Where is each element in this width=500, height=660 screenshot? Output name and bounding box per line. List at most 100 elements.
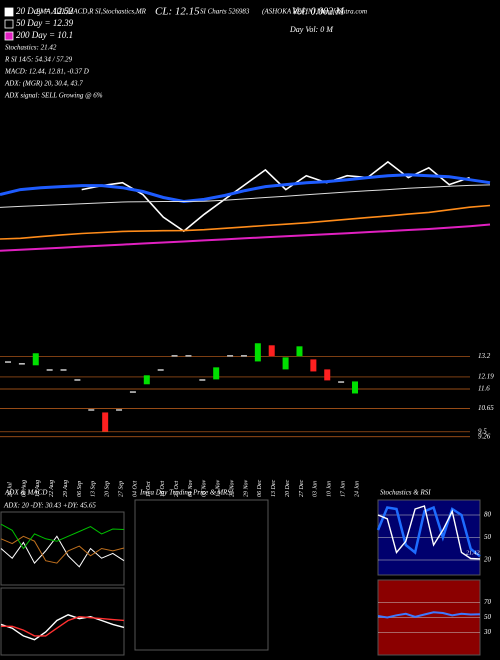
candle-body: [199, 379, 206, 381]
candle-body: [254, 343, 261, 362]
x-tick-label: 27 Sep: [118, 481, 124, 497]
legend-label: 50 Day = 12.39: [16, 18, 74, 28]
series-line: [0, 173, 491, 204]
legend-swatch: [4, 19, 14, 29]
series-line: [0, 535, 125, 564]
annotation: (ASHOKA REFIN) MunafaSutra.com: [262, 8, 367, 16]
panel: [134, 499, 269, 651]
legend-swatch: [4, 7, 14, 17]
panel-title: Intra Day Trading Price & MRSI: [139, 489, 234, 497]
x-tick-label: 25 Oct: [174, 481, 180, 497]
candle-body: [60, 369, 67, 371]
series-line: [0, 614, 125, 641]
candle-body: [324, 369, 331, 381]
x-tick-label: 17 Jan: [340, 481, 346, 497]
series-line: [376, 505, 481, 558]
x-tick-label: 18 Oct: [160, 481, 166, 497]
x-tick-label: 22 Nov: [229, 479, 235, 497]
candle-body: [227, 355, 234, 357]
series-line: [377, 611, 481, 619]
series-line: [0, 523, 125, 550]
series-line: [377, 505, 481, 560]
panel-title: Stochastics & RSI: [380, 489, 431, 497]
x-tick-label: 08 Nov: [202, 479, 208, 497]
annotation: Day Vol: 0 M: [289, 25, 334, 34]
annotation: MACD: 12.44, 12.81, -0.37 D: [4, 68, 89, 76]
y-tick-label: 13.2: [478, 352, 491, 360]
y-tick-label: 30: [483, 628, 492, 636]
y-tick-label: 12.19: [478, 373, 494, 381]
candle-body: [74, 379, 81, 381]
last-value-label: 21.42: [466, 549, 480, 556]
annotation: ADX: (MGR) 20, 30.4, 43.7: [4, 80, 83, 88]
legend-label: 200 Day = 10.1: [16, 30, 73, 40]
series-line: [0, 535, 125, 568]
x-tick-label: 06 Sep: [77, 481, 83, 497]
x-tick-label: 06 Dec: [257, 480, 263, 497]
series-line: [0, 204, 491, 240]
x-tick-label: 04 Oct: [131, 481, 138, 497]
candle-body: [102, 412, 109, 432]
x-tick-label: 10 Jan: [327, 481, 333, 497]
candle-body: [296, 346, 303, 357]
x-tick-label: 24 Jan: [353, 481, 360, 497]
candle-body: [171, 355, 178, 357]
candle-body: [143, 375, 150, 385]
x-tick-label: 29 Nov: [243, 479, 249, 497]
legend-swatch: [4, 31, 14, 41]
series-line: [0, 184, 491, 208]
y-tick-label: 10.65: [478, 404, 494, 412]
panel: [0, 587, 125, 656]
annotation: SI Charts 526983: [200, 8, 250, 16]
candle-body: [282, 357, 289, 370]
annotation: EMA,ADX,MACD,R: [35, 8, 94, 16]
candle-body: [18, 363, 25, 365]
y-tick-label: 50: [484, 613, 492, 621]
annotation: ADX signal: SELL Growing @ 6%: [4, 92, 103, 100]
series-line: [0, 223, 491, 252]
candle-body: [88, 409, 95, 411]
x-tick-label: 15 Nov: [216, 479, 222, 497]
y-tick-label: 20: [484, 556, 492, 564]
panel-title: ADX & MACD: [4, 489, 47, 497]
annotation: R SI 14/5: 54.34 / 57.29: [4, 56, 73, 64]
x-tick-label: 22 Aug: [49, 480, 55, 497]
x-tick-label: 01 Nov: [188, 479, 194, 497]
candle-body: [352, 381, 358, 394]
candle-body: [46, 369, 53, 371]
candle-body: [5, 361, 11, 363]
annotation: CL: 12.15: [155, 6, 200, 18]
x-tick-label: 20 Dec: [285, 480, 291, 497]
candle-body: [116, 409, 123, 411]
candle-body: [32, 353, 39, 366]
annotation: ADX: 20 -DY: 30.43 +DY: 45.65: [3, 502, 96, 510]
y-tick-label: 9.5: [478, 427, 487, 435]
x-tick-label: 13 Aug: [35, 480, 41, 497]
legend-label: 20 Day = 12.52: [16, 6, 74, 16]
x-tick-label: 26 Jul: [7, 482, 13, 497]
candle-body: [240, 355, 247, 357]
candle-body: [129, 391, 136, 393]
y-tick-label: 80: [484, 511, 492, 519]
x-tick-label: 27 Dec: [299, 480, 305, 497]
x-tick-label: 11 Oct: [146, 481, 152, 497]
candle-body: [338, 381, 345, 383]
x-tick-label: 29 Aug: [63, 480, 69, 497]
x-tick-label: 13 Dec: [271, 480, 277, 497]
x-tick-label: 13 Sep: [91, 481, 97, 497]
x-tick-label: 05 Aug: [21, 480, 27, 497]
series-line: [1, 615, 125, 637]
y-tick-label: 50: [484, 533, 492, 541]
annotation: SI,Stochastics,MR: [95, 8, 147, 16]
x-tick-label: 20 Sep: [105, 481, 111, 497]
candle-body: [310, 359, 317, 372]
y-tick-label: 9.26: [478, 432, 491, 440]
annotation: Vol: 0.002 M: [292, 6, 345, 17]
x-tick-label: 03 Jan: [313, 481, 319, 497]
candle-body: [213, 367, 220, 380]
candle-body: [268, 345, 275, 357]
y-tick-label: 70: [484, 598, 492, 606]
y-tick-label: 11.6: [478, 385, 490, 393]
annotation: Stochastics: 21.42: [5, 44, 57, 52]
